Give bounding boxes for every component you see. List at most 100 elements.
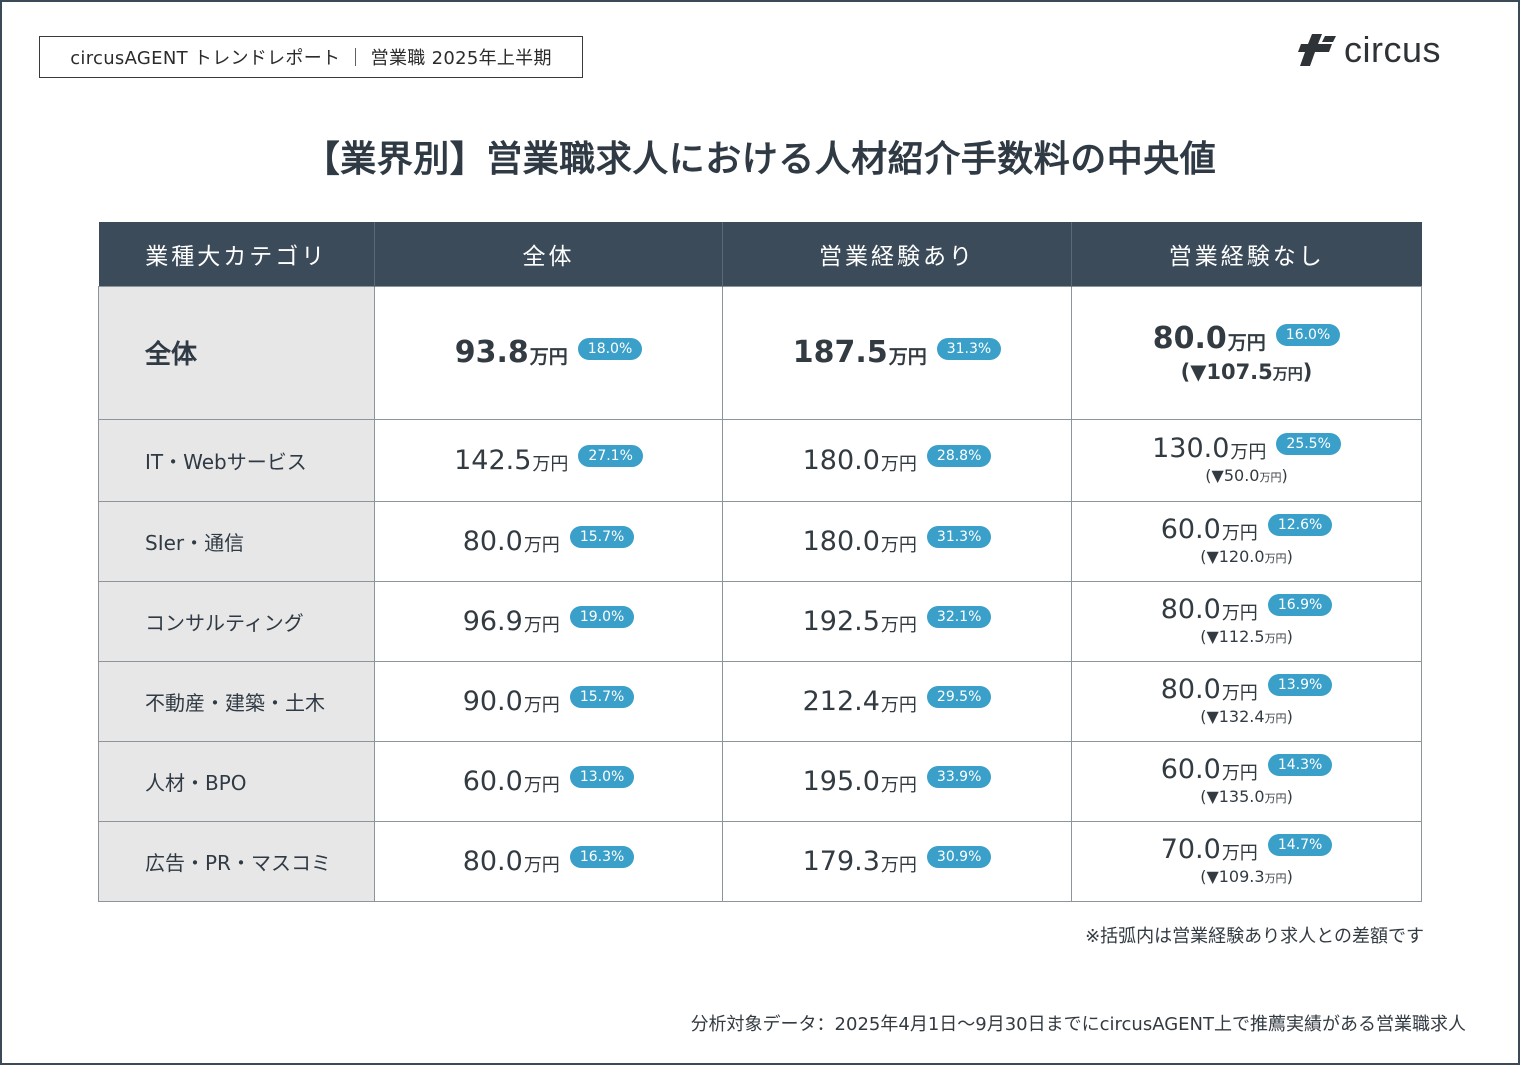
fee-amount: 180.0 [802,444,880,476]
fee-amount: 90.0 [462,685,523,717]
fee-value: 60.0 万円 12.6% [1161,514,1333,545]
category-cell: IT・Webサービス [98,418,375,502]
fee-value: 80.0 万円 15.7% [463,526,635,557]
fee-unit: 万円 [523,855,560,876]
fee-amount: 130.0 [1152,432,1230,464]
fee-unit: 万円 [1227,332,1266,354]
category-cell: 人材・BPO [98,740,375,822]
fee-amount: 179.3 [802,845,880,877]
footnote: ※括弧内は営業経験あり求人との差額です [1085,926,1424,947]
fee-unit: 万円 [1221,763,1258,784]
circus-logo: circus [1298,29,1442,70]
fee-unit: 万円 [523,615,560,636]
difference-unit: 万円 [1259,470,1282,484]
value-stack: 195.0 万円 33.9% [723,766,1071,797]
down-triangle-icon: ▼ [1190,360,1207,384]
with-exp-cell: 187.5 万円 31.3% [722,285,1072,420]
rate-badge: 31.3% [926,526,992,548]
with-exp-cell: 180.0 万円 28.8% [722,418,1072,502]
fee-unit: 万円 [880,855,917,876]
category-cell: 不動産・建築・土木 [98,660,375,742]
rate-badge: 16.0% [1275,323,1341,346]
logo-text: circus [1344,29,1442,70]
difference-unit: 万円 [1264,791,1287,805]
fee-value: 80.0 万円 16.9% [1161,594,1333,625]
fee-unit: 万円 [880,775,917,796]
value-stack: 60.0 万円 14.3% (▼135.0万円) [1072,754,1421,809]
fee-unit: 万円 [532,454,569,475]
value-stack: 90.0 万円 15.7% [375,686,722,717]
difference-amount: 109.3 [1218,866,1265,886]
fee-amount: 80.0 [462,845,523,877]
fee-unit: 万円 [1221,603,1258,624]
fee-amount: 80.0 [462,525,523,557]
rate-badge: 33.9% [926,766,992,788]
category-cell: 全体 [98,285,375,420]
fee-value: 80.0 万円 13.9% [1161,674,1333,705]
fee-unit: 万円 [880,695,917,716]
total-cell: 80.0 万円 15.7% [374,500,723,582]
rate-badge: 18.0% [577,337,643,360]
rate-badge: 19.0% [569,606,635,628]
total-cell: 90.0 万円 15.7% [374,660,723,742]
table-body: 全体 93.8 万円 18.0% 187.5 万円 31.3% 80.0 万円 16.0% (▼10… [98,285,1422,902]
header-total: 全体 [374,222,723,286]
fee-unit: 万円 [880,454,917,475]
rate-badge: 31.3% [936,337,1002,360]
down-triangle-icon: ▼ [1211,465,1224,485]
fee-amount: 60.0 [1160,753,1221,785]
rate-badge: 16.9% [1267,594,1333,616]
value-stack: 180.0 万円 28.8% [723,445,1071,476]
header-with-experience: 営業経験あり [722,222,1072,286]
total-cell: 93.8 万円 18.0% [374,285,723,420]
without-exp-cell: 60.0 万円 12.6% (▼120.0万円) [1071,500,1422,582]
category-cell: コンサルティング [98,580,375,662]
down-triangle-icon: ▼ [1206,786,1219,806]
fee-table: 業種大カテゴリ 全体 営業経験あり 営業経験なし 全体 93.8 万円 18.0% 18… [98,222,1422,902]
down-triangle-icon: ▼ [1206,866,1219,886]
without-exp-cell: 60.0 万円 14.3% (▼135.0万円) [1071,740,1422,822]
fee-unit: 万円 [1230,442,1267,463]
difference: (▼50.0万円) [1205,465,1288,485]
value-stack: 70.0 万円 14.7% (▼109.3万円) [1072,834,1421,889]
value-stack: 130.0 万円 25.5% (▼50.0万円) [1072,433,1421,488]
fee-amount: 60.0 [1160,513,1221,545]
header-category: 業種大カテゴリ [98,222,375,286]
table-row: 不動産・建築・土木 90.0 万円 15.7% 212.4 万円 29.5% 80.0 万円 13… [98,660,1422,742]
table-row-overall: 全体 93.8 万円 18.0% 187.5 万円 31.3% 80.0 万円 16.0% (▼10… [98,285,1422,420]
difference-amount: 135.0 [1218,786,1265,806]
difference: (▼120.0万円) [1200,546,1293,566]
with-exp-cell: 180.0 万円 31.3% [722,500,1072,582]
fee-unit: 万円 [529,346,568,368]
table-row: SIer・通信 80.0 万円 15.7% 180.0 万円 31.3% 60.0 万円 12.6… [98,500,1422,582]
difference-amount: 107.5 [1206,360,1273,384]
difference: (▼109.3万円) [1200,866,1293,886]
fee-amount: 96.9 [462,605,523,637]
fee-value: 187.5 万円 31.3% [793,335,1002,370]
fee-amount: 80.0 [1160,593,1221,625]
fee-unit: 万円 [1221,523,1258,544]
fee-value: 60.0 万円 13.0% [463,766,635,797]
fee-amount: 212.4 [802,685,880,717]
difference-unit: 万円 [1264,631,1287,645]
value-stack: 187.5 万円 31.3% [723,335,1071,370]
rate-badge: 27.1% [578,445,643,467]
fee-unit: 万円 [888,346,927,368]
fee-amount: 180.0 [802,525,880,557]
data-source: 分析対象データ：2025年4月1日〜9月30日までにcircusAGENT上で推… [690,1014,1466,1035]
rate-badge: 12.6% [1267,514,1333,536]
value-stack: 212.4 万円 29.5% [723,686,1071,717]
down-triangle-icon: ▼ [1206,706,1219,726]
rate-badge: 16.3% [569,846,635,868]
fee-amount: 70.0 [1160,833,1221,865]
fee-amount: 93.8 [454,335,529,370]
down-triangle-icon: ▼ [1206,546,1219,566]
difference-unit: 万円 [1264,711,1287,725]
rate-badge: 30.9% [926,846,992,868]
fee-unit: 万円 [523,695,560,716]
total-cell: 80.0 万円 16.3% [374,820,723,902]
value-stack: 80.0 万円 13.9% (▼132.4万円) [1072,674,1421,729]
fee-value: 179.3 万円 30.9% [803,846,992,877]
without-exp-cell: 80.0 万円 16.9% (▼112.5万円) [1071,580,1422,662]
